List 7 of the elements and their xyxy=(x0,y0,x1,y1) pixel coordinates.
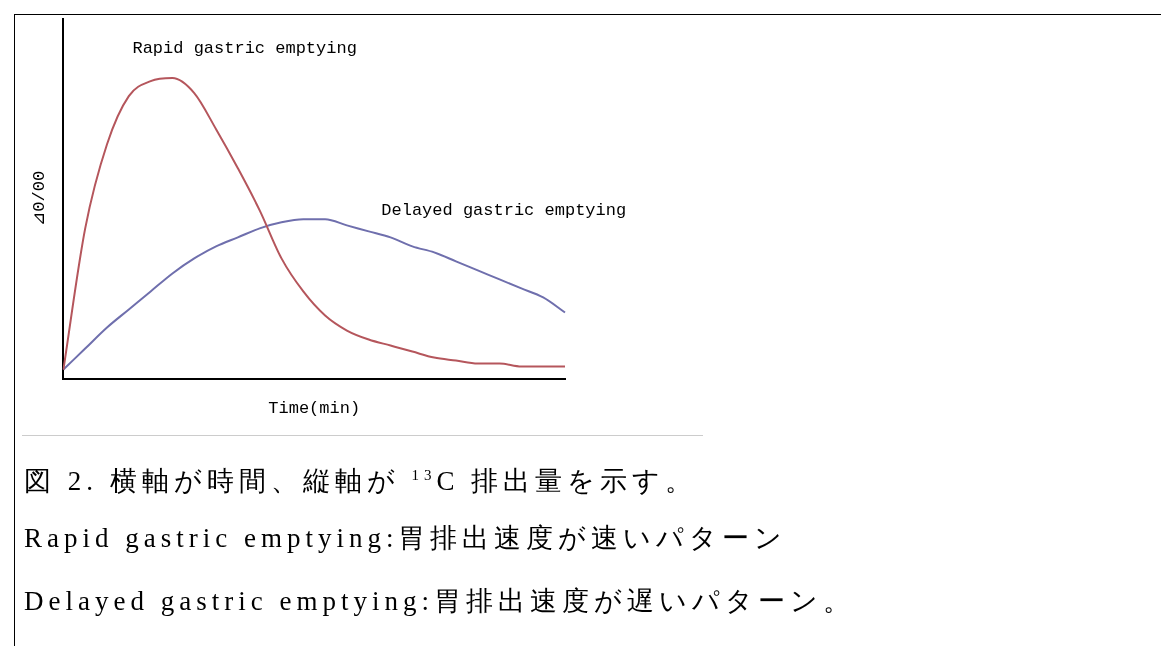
text: Delayed gastric emptying:胃排出速度が遅いパターン。 xyxy=(24,585,855,618)
series-label: Delayed gastric emptying xyxy=(381,200,627,220)
x-axis-title: Time(min) xyxy=(268,399,361,419)
series-label: Rapid gastric emptying xyxy=(132,38,357,58)
caption: 図 2. 横軸が時間、縦軸が $^{13}$C 排出量を示す。 xyxy=(24,465,699,498)
text: Rapid gastric emptying:胃排出速度が速いパターン xyxy=(24,522,789,555)
y-axis-title: ⊿0/00 xyxy=(29,170,49,226)
